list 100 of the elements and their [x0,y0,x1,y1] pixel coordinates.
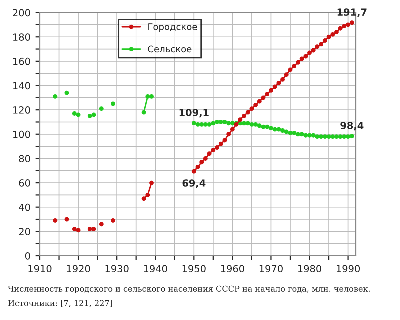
point [315,44,320,50]
point [64,217,70,222]
point [76,228,81,233]
point [196,165,200,170]
point [296,60,300,65]
x-tick-label: 1980 [298,265,322,273]
point [211,121,216,126]
point [315,134,320,140]
point [146,192,150,198]
point [110,102,116,106]
point [200,122,204,127]
point [257,124,262,128]
x-tick-label: 1910 [28,265,52,273]
point [276,81,282,86]
point [211,148,216,152]
x-tick-label: 1930 [106,265,129,273]
point [222,120,228,124]
point [272,127,278,132]
point [192,121,196,126]
point [88,114,92,118]
x-tick-label: 1920 [67,265,90,273]
point [338,26,343,31]
point [88,227,92,232]
data-label: 98,4 [340,122,364,131]
point [342,24,347,28]
point [265,124,270,130]
point [261,124,266,130]
point [284,72,289,78]
y-tick-label: 20 [19,228,30,236]
y-tick-label: 200 [13,9,30,17]
point [246,121,250,126]
point [200,160,204,165]
point [207,122,212,127]
point [280,77,286,82]
point [265,92,270,96]
point [230,121,235,126]
point [350,20,354,26]
point [92,112,96,118]
point [338,134,343,140]
point [92,227,96,232]
point [257,99,262,104]
point [215,120,220,124]
point [207,152,212,156]
point [300,56,304,62]
point [238,118,243,122]
point [346,22,351,28]
x-tick-label: 1960 [221,265,244,273]
point [296,132,300,137]
point [150,180,154,186]
data-label: 69,4 [182,180,206,188]
point [276,127,282,132]
point [203,156,208,161]
point [150,94,154,99]
point [304,133,308,138]
point [53,218,58,223]
point [308,133,312,138]
point [284,130,289,134]
point [99,106,104,112]
point [319,42,324,47]
point [226,121,232,126]
point [218,120,224,124]
point [110,218,116,223]
point [72,112,77,116]
point [254,102,258,108]
point [288,130,293,136]
point [311,48,316,53]
point [242,121,246,126]
point [250,122,254,127]
point [346,134,351,140]
data-label: 191,7 [338,8,367,18]
y-tick-label: 80 [19,155,30,163]
y-tick-label: 0 [25,252,30,260]
point [288,68,293,72]
point [261,96,266,100]
point [218,142,224,146]
legend-label: Сельское [148,46,192,53]
point [322,134,328,140]
y-tick-label: 140 [13,82,30,90]
point [196,122,200,127]
point [311,133,316,138]
y-tick-label: 100 [13,130,30,138]
legend-label: Городское [148,24,198,32]
point [146,94,150,99]
point [250,106,254,112]
point [142,196,146,202]
point [350,134,354,139]
point [308,50,312,56]
point [300,132,304,137]
point [330,134,336,140]
data-label: 109,1 [180,109,209,118]
point [246,110,250,115]
point [334,30,339,34]
x-tick-label: 1990 [336,265,360,273]
x-tick-label: 1970 [260,265,283,273]
y-tick-label: 40 [19,204,30,212]
x-tick-label: 1950 [182,265,206,273]
y-tick-label: 160 [13,58,30,66]
point [334,134,339,140]
point [326,34,332,40]
point [292,130,297,136]
